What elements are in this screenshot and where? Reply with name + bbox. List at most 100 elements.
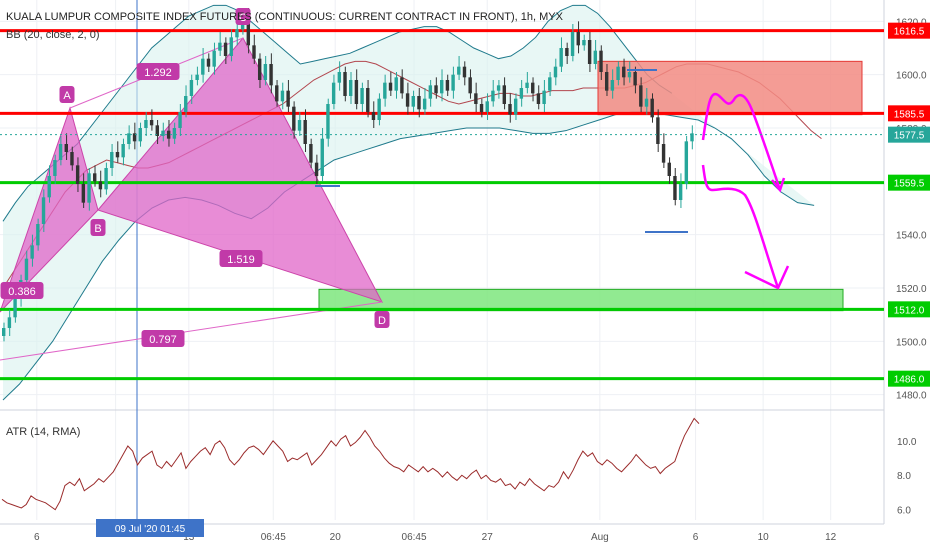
candle-body	[491, 90, 495, 102]
candle-body	[479, 104, 484, 112]
last-price-label: 1577.5	[888, 126, 930, 143]
time-tick-label: 27	[482, 532, 494, 543]
level-price-bg	[888, 370, 930, 387]
candle-body	[371, 112, 376, 120]
candle-body	[417, 96, 421, 110]
candle-body	[127, 133, 131, 144]
candle-body	[457, 66, 461, 75]
atr-tick-label: 8.0	[897, 471, 911, 482]
candle-body	[565, 48, 569, 56]
point-b-label-text: B	[94, 223, 101, 235]
candle-body	[104, 168, 108, 190]
level-price-label-2: 1559.5	[888, 174, 930, 191]
candle-body	[587, 40, 592, 64]
candle-body	[58, 144, 63, 160]
candle-body	[394, 77, 398, 91]
point-c-label: C	[235, 8, 251, 25]
candle-body	[690, 133, 694, 142]
candle-body	[525, 82, 529, 88]
candle-body	[496, 85, 501, 91]
candle-body	[656, 117, 660, 144]
time-tick-label: 13	[183, 532, 195, 543]
crosshair-time-text: 09 Jul '20 01:45	[115, 524, 186, 535]
level-price-text: 1559.5	[894, 179, 925, 190]
candle-body	[87, 173, 91, 203]
target-zone	[318, 288, 844, 312]
candle-body	[349, 80, 353, 96]
candle-body	[2, 328, 6, 336]
candle-body	[661, 144, 666, 163]
candle-body	[229, 37, 233, 56]
candle-body	[246, 16, 251, 46]
level-price-label-0: 1616.5	[888, 22, 930, 39]
candle-body	[667, 162, 671, 176]
candle-body	[559, 48, 563, 67]
candle-body	[633, 72, 637, 86]
time-axis: 6 13 06:45 20 06:45 27 Aug 6 10 12	[34, 532, 837, 543]
candle-body	[286, 90, 290, 107]
candle-body	[30, 245, 34, 259]
candle-body	[269, 64, 273, 86]
candle-body	[144, 120, 148, 128]
candle-body	[212, 50, 216, 67]
ratio-label-1-text: 1.292	[144, 67, 172, 79]
level-price-text: 1616.5	[894, 27, 925, 38]
candle-body	[440, 80, 444, 94]
candle-body	[451, 74, 455, 91]
level-price-text: 1512.0	[894, 305, 925, 316]
candle-body	[7, 317, 12, 328]
candle-body	[445, 80, 450, 91]
candle-body	[434, 85, 438, 94]
point-d-label-text: D	[378, 315, 386, 327]
level-price-text: 1486.0	[894, 375, 925, 386]
candle-body	[513, 98, 518, 115]
candle-body	[576, 32, 580, 46]
crosshair-time-bg	[96, 519, 204, 537]
candle-body	[98, 181, 103, 190]
atr-tick-label: 10.0	[897, 437, 917, 448]
candle-body	[366, 88, 370, 112]
candle-body	[411, 96, 415, 107]
candle-body	[343, 72, 347, 96]
candle-body	[275, 85, 279, 102]
candle-body	[110, 152, 114, 168]
point-a-label-bg	[59, 86, 75, 103]
candle-body	[519, 88, 524, 99]
candle-body	[383, 82, 387, 99]
candle-body	[93, 173, 97, 182]
candle-body	[553, 66, 558, 78]
candle-body	[309, 144, 313, 163]
candle-body	[155, 125, 160, 136]
ratio-label-3: 1.519	[219, 250, 263, 267]
time-tick-label: 6	[34, 532, 40, 543]
candle-body	[149, 120, 154, 126]
candle-body	[502, 85, 507, 104]
candle-body	[354, 80, 359, 104]
candle-body	[582, 40, 586, 46]
time-tick-label: Aug	[591, 532, 609, 543]
candle-body	[53, 160, 57, 176]
ratio-label-2: 0.386	[0, 282, 44, 299]
candle-body	[627, 72, 632, 78]
candle-body	[599, 50, 603, 72]
price-tick-label: 1520.0	[896, 284, 927, 295]
candle-body	[178, 112, 182, 128]
candle-body	[536, 93, 541, 104]
level-price-bg	[888, 174, 930, 191]
projection-arrowhead-2	[744, 265, 790, 290]
candle-body	[377, 98, 381, 120]
candle-body	[650, 98, 654, 118]
projection-path-2	[701, 164, 780, 289]
ratio-label-4: 0.797	[141, 330, 185, 347]
level-price-bg	[888, 301, 930, 318]
point-a-label-text: A	[63, 90, 71, 102]
candle-body	[303, 120, 307, 144]
projection-path-1	[701, 92, 782, 191]
candle-body	[508, 104, 512, 115]
candle-body	[622, 66, 626, 78]
candle-body	[263, 64, 268, 80]
candle-body	[24, 258, 29, 280]
level-price-bg	[888, 105, 930, 122]
candle-body	[257, 58, 262, 80]
